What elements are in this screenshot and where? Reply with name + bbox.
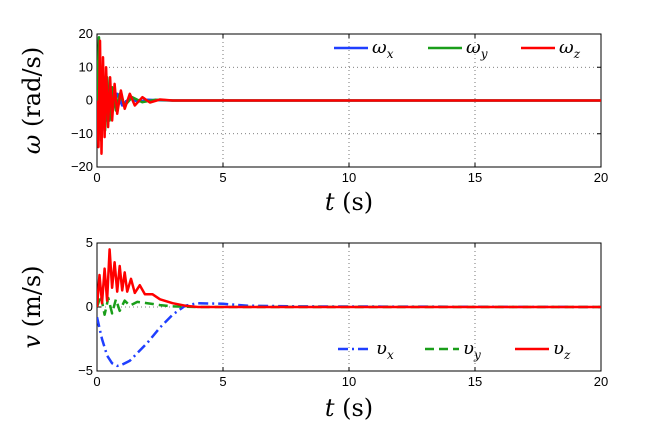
velocity-series-z-line <box>97 248 601 309</box>
velocity-x-tick-label: 10 <box>342 374 356 389</box>
velocity-legend-label-x: υx <box>376 338 394 362</box>
omega-x-tick-label: 0 <box>93 170 100 185</box>
omega-y-tick-label: 20 <box>79 26 93 41</box>
velocity-x-tick-label: 20 <box>594 374 608 389</box>
omega-legend-label-z: ωz <box>559 37 581 61</box>
velocity-y-tick-label: −5 <box>78 363 93 378</box>
omega-y-tick-label: 10 <box>79 59 93 74</box>
velocity-y-tick-label: 5 <box>86 235 93 250</box>
omega-y-tick-label: −20 <box>71 159 93 174</box>
velocity-x-tick-label: 15 <box>468 374 482 389</box>
omega-y-tick-label: 0 <box>86 93 93 108</box>
omega-legend-label-x: ωx <box>372 37 394 61</box>
omega-chart: 0 5 10 15 20 20 10 0 −10 −20 ωx ωy ωz t (s) ω (rad/s) <box>18 26 608 216</box>
velocity-y-tick-label: 0 <box>86 299 93 314</box>
omega-x-axis-label: t (s) <box>325 188 373 216</box>
velocity-series-x-line <box>97 301 601 368</box>
velocity-x-tick-label: 5 <box>219 374 226 389</box>
omega-x-tick-label: 15 <box>468 170 482 185</box>
velocity-legend-label-z: υz <box>553 338 571 362</box>
velocity-series-y-line <box>97 294 601 316</box>
omega-x-tick-label: 20 <box>594 170 608 185</box>
omega-series-y-line <box>97 36 601 142</box>
velocity-x-tick-label: 0 <box>93 374 100 389</box>
omega-x-tick-label: 10 <box>342 170 356 185</box>
omega-series-z-line <box>97 39 601 155</box>
omega-y-axis-label: ω (rad/s) <box>18 47 46 154</box>
velocity-legend-label-y: υy <box>463 338 481 362</box>
omega-y-tick-label: −10 <box>71 126 93 141</box>
omega-x-tick-label: 5 <box>219 170 226 185</box>
omega-legend-label-y: ωy <box>466 37 488 61</box>
velocity-x-axis-label: t (s) <box>325 394 373 422</box>
velocity-y-axis-label: v (m/s) <box>18 265 46 348</box>
